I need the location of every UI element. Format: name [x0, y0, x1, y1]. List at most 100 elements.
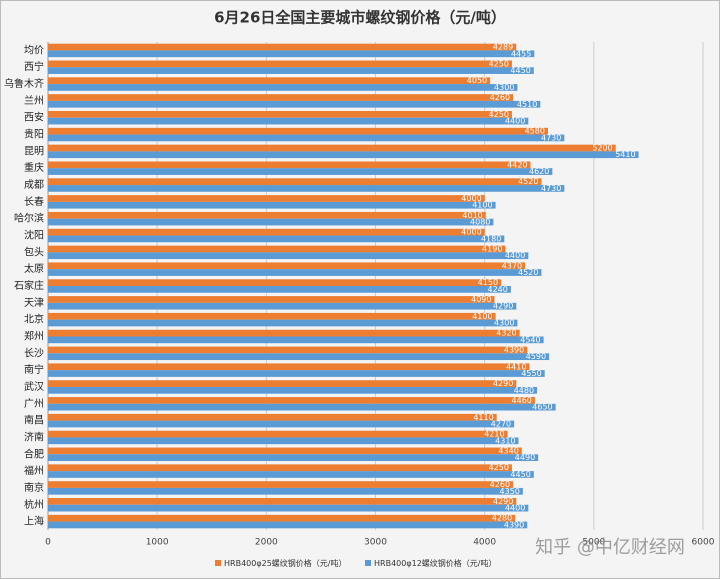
value-label: 4210	[484, 430, 504, 439]
value-label: 4730	[541, 184, 561, 193]
bar	[48, 168, 553, 175]
value-label: 4310	[495, 436, 515, 445]
value-label: 4190	[482, 244, 502, 253]
y-tick-label: 郑州	[24, 329, 44, 342]
value-label: 4320	[496, 329, 516, 338]
y-tick-label: 合肥	[24, 447, 44, 460]
bar	[48, 43, 517, 51]
bar	[48, 454, 539, 462]
bar	[48, 370, 545, 377]
bar	[48, 60, 512, 68]
y-tick-label: 太原	[24, 262, 44, 275]
value-label: 5200	[592, 144, 612, 153]
bar	[48, 504, 529, 512]
bar	[48, 201, 496, 209]
value-label: 4730	[541, 133, 561, 142]
bar	[48, 245, 506, 253]
value-label: 4270	[491, 419, 511, 428]
y-tick-label: 南昌	[24, 414, 44, 427]
bar	[48, 346, 528, 354]
bar	[48, 336, 544, 344]
bar	[48, 269, 542, 276]
bar	[48, 185, 565, 192]
value-label: 4390	[504, 520, 524, 529]
value-label: 4080	[470, 218, 490, 227]
y-tick-label: 乌鲁木齐	[4, 77, 44, 90]
bar	[48, 413, 497, 421]
bar	[48, 100, 541, 108]
value-label: 4520	[518, 177, 538, 186]
value-label: 4300	[494, 83, 514, 92]
bar	[48, 178, 542, 186]
y-tick-label: 杭州	[24, 498, 44, 511]
bar	[48, 363, 530, 371]
value-label: 4480	[514, 386, 534, 395]
y-tick-label: 武汉	[24, 380, 44, 393]
value-label: 4100	[472, 201, 492, 210]
bar	[48, 312, 496, 320]
y-tick-label: 贵阳	[24, 128, 44, 141]
legend-label: HRB400φ25螺纹钢价格（元/吨）	[224, 558, 346, 568]
legend-label: HRB400φ12螺纹钢价格（元/吨）	[374, 558, 496, 568]
x-tick-label: 1000	[146, 538, 169, 548]
value-label: 4455	[511, 49, 531, 58]
bar	[48, 151, 639, 159]
value-label: 4510	[517, 100, 537, 109]
x-tick-label: 3000	[364, 538, 387, 548]
y-tick-label: 南京	[24, 481, 44, 494]
value-label: 4460	[512, 396, 532, 405]
bar	[48, 228, 485, 236]
value-label: 4420	[507, 160, 527, 169]
bar	[48, 94, 514, 101]
bar	[48, 195, 485, 202]
bar	[48, 144, 616, 152]
value-label: 5410	[615, 150, 635, 159]
y-tick-label: 哈尔滨	[14, 212, 44, 225]
bar	[48, 218, 494, 226]
value-label: 4260	[490, 480, 510, 489]
value-label: 4240	[488, 285, 508, 294]
value-label: 4370	[502, 261, 522, 270]
y-tick-label: 北京	[24, 313, 44, 326]
bar	[48, 50, 535, 58]
value-label: 4620	[529, 167, 549, 176]
y-tick-label: 西宁	[24, 60, 44, 73]
x-tick-label: 5000	[582, 538, 605, 548]
bar	[48, 296, 495, 303]
value-label: 4580	[525, 127, 545, 136]
value-label: 4650	[532, 403, 552, 412]
value-label: 4410	[506, 362, 526, 371]
value-label: 4540	[520, 335, 540, 344]
bar	[48, 481, 514, 488]
bar	[48, 252, 529, 260]
bar	[48, 430, 508, 438]
bar	[48, 487, 523, 495]
y-tick-label: 成都	[24, 179, 44, 191]
value-label: 4090	[471, 295, 491, 304]
value-label: 4180	[481, 234, 501, 243]
value-label: 4260	[490, 93, 510, 102]
y-tick-label: 南宁	[24, 363, 44, 376]
x-tick-label: 0	[45, 538, 51, 548]
bar	[48, 134, 565, 142]
bar	[48, 211, 486, 219]
bar	[48, 127, 548, 135]
value-label: 4000	[461, 194, 481, 203]
bar	[48, 329, 520, 337]
value-label: 4250	[489, 59, 509, 68]
bar	[48, 353, 550, 361]
bar	[48, 67, 534, 74]
value-label: 4010	[462, 211, 482, 220]
bar	[48, 110, 512, 118]
value-label: 4100	[472, 312, 492, 321]
bar	[48, 420, 515, 428]
y-tick-label: 均价	[24, 44, 44, 56]
y-tick-label: 包头	[24, 245, 44, 258]
value-label: 4280	[492, 514, 512, 523]
bar	[48, 235, 505, 243]
bar	[48, 84, 518, 91]
value-label: 4350	[500, 487, 520, 496]
x-tick-label: 4000	[473, 538, 496, 548]
